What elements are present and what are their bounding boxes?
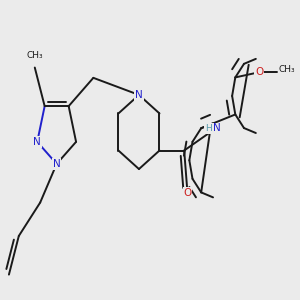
Text: O: O [255,67,263,77]
Text: O: O [183,188,192,198]
Text: N: N [33,137,41,147]
Text: CH₃: CH₃ [279,65,296,74]
Text: CH₃: CH₃ [26,51,43,60]
Text: H: H [205,124,211,133]
Text: N: N [135,90,143,100]
Text: N: N [53,159,61,169]
Text: N: N [213,123,221,134]
